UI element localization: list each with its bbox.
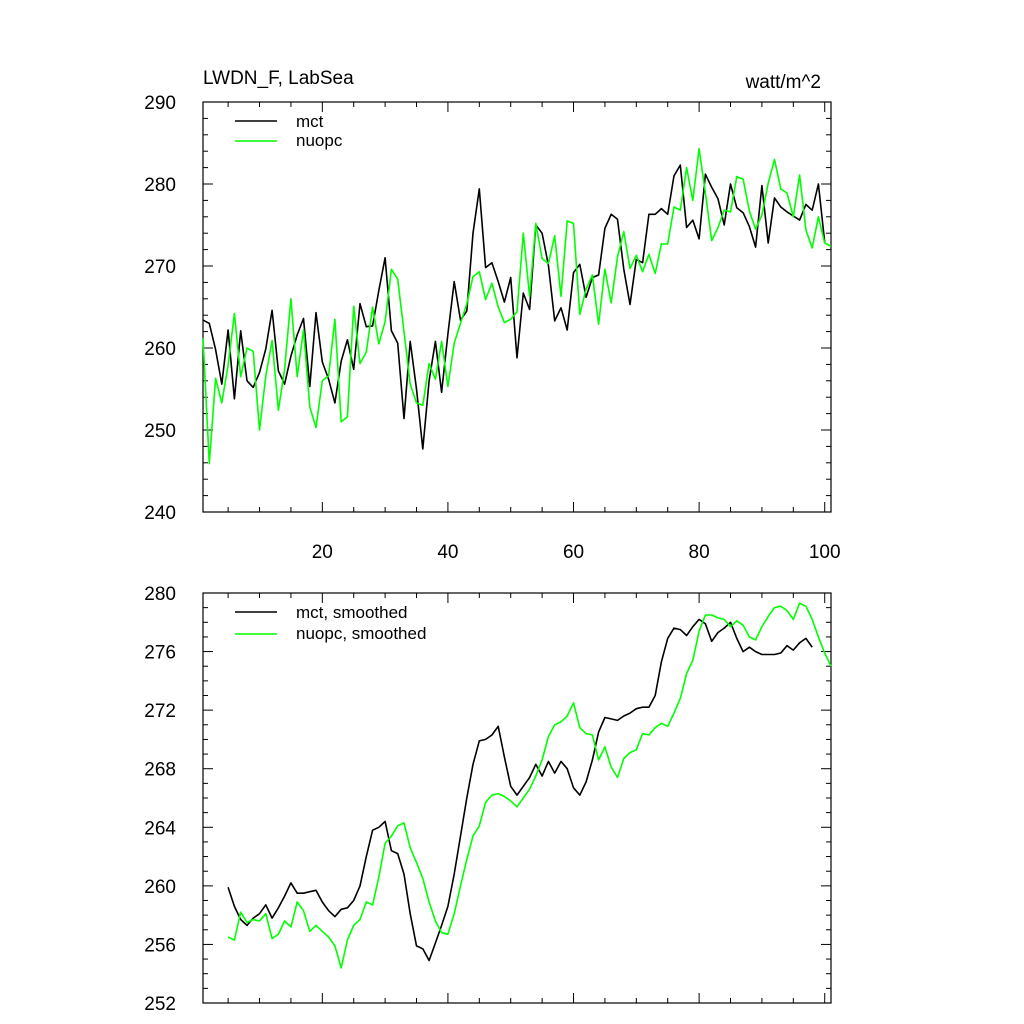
chart-title: LWDN_F, LabSea <box>203 68 354 89</box>
top-ytick-label: 260 <box>144 339 176 360</box>
bottom-legend-label: nuopc, smoothed <box>296 624 426 643</box>
top-ytick-label: 250 <box>144 421 176 442</box>
top-legend-label: mct <box>296 112 324 131</box>
top-xtick-label: 20 <box>312 542 333 563</box>
top-series-line-mct <box>202 164 826 450</box>
bottom-ytick-label: 276 <box>144 643 176 664</box>
bottom-legend-label: mct, smoothed <box>296 603 408 622</box>
bottom-ytick-label: 260 <box>144 877 176 898</box>
bottom-ytick-label: 268 <box>144 760 176 781</box>
bottom-plot-frame <box>202 592 832 1004</box>
top-legend-label: nuopc <box>296 131 343 150</box>
top-xtick-label: 40 <box>437 542 458 563</box>
bottom-ytick-label: 264 <box>144 818 176 839</box>
top-ytick-label: 290 <box>144 93 176 114</box>
top-series-line-nuopc <box>202 147 832 465</box>
top-xtick-label: 80 <box>689 542 710 563</box>
top-xtick-label: 60 <box>563 542 584 563</box>
top-xtick-label: 100 <box>809 542 841 563</box>
bottom-ytick-label: 272 <box>144 701 176 722</box>
top-ytick-label: 280 <box>144 175 176 196</box>
top-plot-frame <box>202 101 832 513</box>
bottom-ytick-label: 280 <box>144 584 176 605</box>
bottom-ytick-label: 252 <box>144 994 176 1015</box>
bottom-series-line-nuopc <box>227 602 832 969</box>
top-ytick-label: 270 <box>144 257 176 278</box>
top-ytick-label: 240 <box>144 503 176 524</box>
bottom-ytick-label: 256 <box>144 935 176 956</box>
bottom-panel: 252 256 260 264 268 272 276 280 mct, smoothed nuo… <box>144 584 832 1015</box>
units-label: watt/m^2 <box>745 72 821 93</box>
bottom-series-line-mct <box>227 618 813 962</box>
